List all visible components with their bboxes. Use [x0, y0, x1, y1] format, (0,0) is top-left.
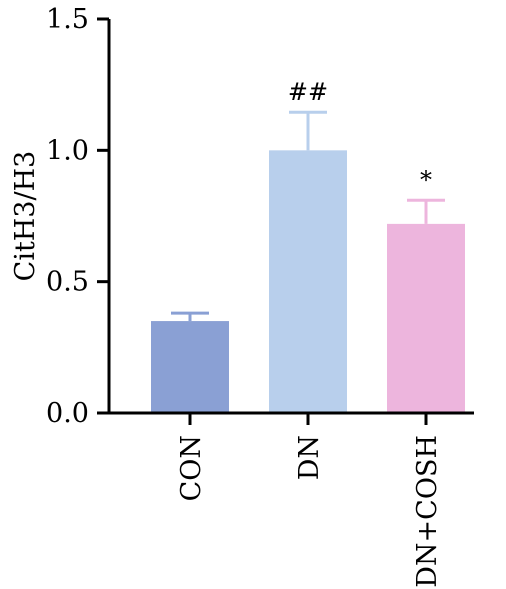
- y-tick-label: 0.5: [46, 267, 89, 298]
- significance-label: *: [420, 166, 432, 194]
- bar-dn-cosh: [387, 223, 465, 412]
- bar-con: [151, 321, 229, 412]
- x-tick-label: DN+COSH: [412, 435, 443, 588]
- x-tick-label: DN: [294, 435, 325, 480]
- significance-label: ##: [288, 78, 328, 106]
- bars: ## *: [151, 78, 465, 412]
- x-tick-label: CON: [176, 435, 207, 501]
- y-tick-label: 1.5: [46, 4, 89, 35]
- x-axis: CON DN DN+COSH: [107, 411, 474, 588]
- y-axis: 0.0 0.5 1.0 1.5: [46, 4, 111, 429]
- bar-dn: [269, 150, 347, 412]
- y-tick-label: 1.0: [46, 135, 89, 166]
- y-tick-label: 0.0: [46, 398, 89, 429]
- y-axis-title: CitH3/H3: [10, 151, 41, 282]
